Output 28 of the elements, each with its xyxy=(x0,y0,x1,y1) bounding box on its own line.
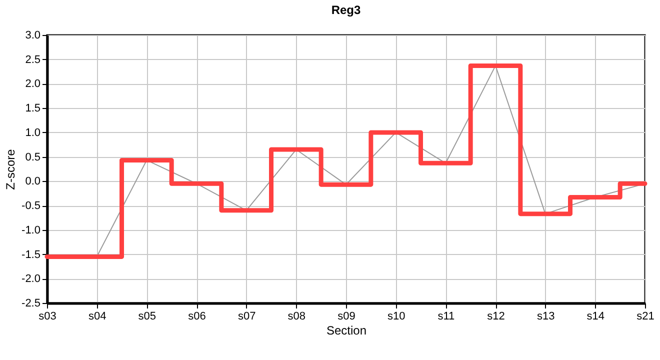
y-tick-label: -2.5 xyxy=(22,298,40,310)
x-tick-label: s07 xyxy=(238,310,256,322)
y-axis-title: Z-score xyxy=(4,148,18,190)
x-tick-label: s03 xyxy=(38,310,56,322)
x-tick-label: s13 xyxy=(536,310,555,322)
x-tick-label: s10 xyxy=(387,310,406,322)
x-tick-label: s21 xyxy=(636,310,654,322)
y-tick-label: -1.5 xyxy=(22,248,40,261)
y-tick-label: 3.0 xyxy=(25,30,40,42)
x-tick-label: s08 xyxy=(288,310,306,322)
x-tick-label: s06 xyxy=(188,310,206,322)
x-tick-label: s09 xyxy=(338,310,356,322)
y-tick-label: 2.0 xyxy=(25,78,40,90)
chart-title: Reg3 xyxy=(331,3,361,17)
x-tick-label: s11 xyxy=(438,310,455,322)
x-axis-title: Section xyxy=(326,324,367,338)
x-tick-label: s14 xyxy=(586,310,605,322)
x-tick-label: s04 xyxy=(88,310,106,322)
y-tick-label: -2.0 xyxy=(22,273,40,286)
y-tick-label: -1.0 xyxy=(22,224,40,236)
y-tick-label: -0.5 xyxy=(22,200,40,212)
y-tick-label: 0.0 xyxy=(25,176,40,188)
y-tick-label: 2.5 xyxy=(25,54,40,66)
x-tick-label: s05 xyxy=(138,310,156,322)
y-tick-label: 1.5 xyxy=(25,102,40,115)
x-tick-label: s12 xyxy=(487,310,505,322)
y-tick-label: 1.0 xyxy=(25,126,40,139)
y-tick-label: 0.5 xyxy=(25,151,40,164)
